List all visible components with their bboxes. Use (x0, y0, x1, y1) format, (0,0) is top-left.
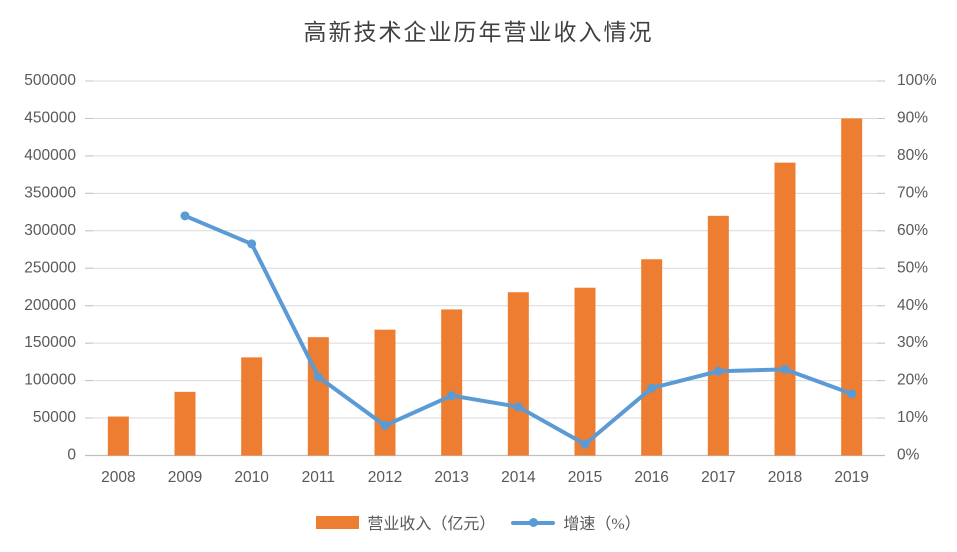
x-axis-label-2015: 2015 (568, 469, 602, 486)
x-axis-label-2008: 2008 (101, 469, 135, 486)
growth-marker-2016 (647, 383, 657, 393)
right-axis-label: 80% (897, 147, 928, 164)
left-axis-label: 100000 (24, 372, 76, 389)
growth-marker-2009 (180, 211, 190, 221)
x-axis-label-2014: 2014 (501, 469, 536, 486)
legend-label-growth: 增速（%） (563, 516, 641, 533)
left-axis-label: 500000 (24, 72, 76, 89)
right-axis-label: 0% (897, 447, 920, 464)
growth-marker-2013 (447, 391, 457, 401)
left-axis-label: 300000 (24, 222, 76, 239)
bar-2010 (241, 357, 263, 456)
bar-2009 (174, 391, 196, 456)
growth-marker-2018 (780, 364, 790, 374)
growth-marker-2014 (513, 402, 523, 412)
x-axis-label-2012: 2012 (368, 469, 402, 486)
legend-bar-swatch (316, 515, 360, 529)
x-axis-label-2009: 2009 (168, 469, 202, 486)
chart-title: 高新技术企业历年营业收入情况 (303, 20, 654, 45)
bar-2014 (507, 292, 529, 456)
x-axis-label-2010: 2010 (234, 469, 269, 486)
left-axis-label: 250000 (24, 259, 76, 276)
growth-marker-2019 (847, 389, 857, 399)
right-axis-label: 40% (897, 297, 928, 314)
right-axis-label: 50% (897, 259, 928, 276)
x-axis-label-2011: 2011 (302, 469, 335, 486)
x-axis-label-2018: 2018 (768, 469, 802, 486)
left-axis-label: 0 (67, 447, 76, 464)
left-axis-label: 350000 (24, 184, 76, 201)
bar-2017 (707, 215, 729, 456)
growth-marker-2011 (313, 372, 323, 382)
right-axis-label: 20% (897, 372, 928, 389)
bar-2008 (107, 416, 129, 456)
legend-item-revenue: 营业收入（亿元） (316, 510, 495, 534)
legend-line-swatch (511, 516, 556, 529)
left-axis-label: 450000 (24, 110, 76, 127)
right-axis-label: 100% (897, 72, 937, 89)
left-axis-label: 50000 (33, 409, 76, 426)
right-axis-label: 30% (897, 334, 928, 351)
right-axis-label: 60% (897, 222, 928, 239)
growth-marker-2010 (247, 239, 257, 249)
left-axis-label: 200000 (24, 297, 76, 314)
bar-2013 (441, 309, 463, 456)
x-axis-label-2013: 2013 (434, 469, 468, 486)
growth-marker-2012 (380, 421, 390, 431)
right-axis-label: 90% (897, 110, 928, 127)
x-axis-label-2017: 2017 (701, 469, 735, 486)
right-axis-label: 10% (897, 409, 928, 426)
legend-line-marker (529, 518, 539, 527)
bar-2018 (774, 162, 796, 456)
growth-marker-2015 (580, 439, 590, 449)
legend-label-revenue: 营业收入（亿元） (367, 516, 496, 533)
bar-2012 (374, 329, 396, 456)
x-axis-label-2019: 2019 (834, 469, 868, 486)
left-axis-label: 400000 (24, 147, 76, 164)
bar-2019 (841, 118, 863, 456)
right-axis-label: 70% (897, 184, 928, 201)
x-axis-label-2016: 2016 (634, 469, 668, 486)
legend-item-growth: 增速（%） (511, 510, 641, 534)
left-axis-label: 150000 (24, 334, 76, 351)
bar-2016 (641, 259, 663, 456)
bar-2015 (574, 287, 596, 456)
bar-2011 (307, 337, 329, 456)
legend: 营业收入（亿元） 增速（%） (0, 510, 957, 534)
growth-marker-2017 (713, 366, 723, 376)
